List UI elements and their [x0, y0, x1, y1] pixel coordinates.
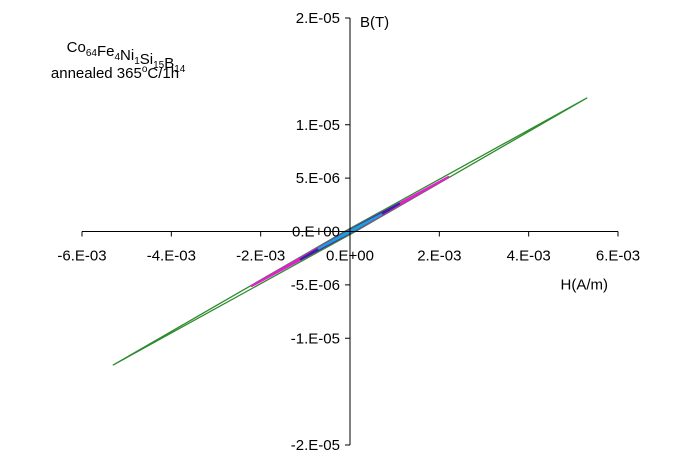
anneal-prefix: annealed 365	[51, 65, 142, 82]
formula-element-2: Ni	[120, 47, 134, 64]
x-tick-label-2: -2.E-03	[236, 248, 285, 265]
x-tick-label-6: 6.E-03	[596, 248, 640, 265]
x-axis-title: H(A/m)	[561, 277, 609, 294]
y-tick-label-2: 5.E-06	[296, 170, 340, 187]
x-tick-label-3: 0.E+00	[326, 248, 374, 265]
x-tick-label-5: 4.E-03	[507, 248, 551, 265]
formula-subscript-4: 14	[174, 64, 186, 75]
formula-element-1: Fe	[97, 43, 115, 60]
series-layer	[112, 97, 588, 366]
formula-subscript-0: 64	[86, 48, 98, 59]
y-tick-label-0: 2.E-05	[296, 10, 340, 27]
formula-element-3: Si	[140, 51, 153, 68]
y-axis-title: B(T)	[360, 14, 389, 31]
x-tick-label-1: -4.E-03	[147, 248, 196, 265]
formula-element-0: Co	[67, 39, 86, 56]
anneal-degree: o	[142, 64, 148, 75]
y-tick-label-5: -1.E-05	[291, 330, 340, 347]
x-tick-label-0: -6.E-03	[57, 248, 106, 265]
formula-element-4: B	[164, 55, 174, 72]
anneal-annotation: annealed 365oC/1h	[51, 64, 179, 82]
x-tick-label-4: 2.E-03	[417, 248, 461, 265]
y-tick-label-4: -5.E-06	[291, 277, 340, 294]
y-tick-label-1: 1.E-05	[296, 117, 340, 134]
formula-annotation: Co64Fe4Ni1Si15B14	[67, 39, 186, 75]
y-tick-label-3: 0.E+00	[292, 224, 340, 241]
labels-layer: -6.E-03 -4.E-03 -2.E-03 0.E+00 2.E-03 4.E-03 6…	[51, 10, 640, 454]
formula-subscript-1: 4	[114, 52, 120, 63]
axes-layer	[81, 17, 619, 446]
series-3-loop	[317, 213, 383, 250]
anneal-suffix: C/1h	[147, 65, 179, 82]
formula-subscript-2: 1	[134, 56, 140, 67]
formula-subscript-3: 15	[153, 60, 165, 71]
y-tick-label-6: -2.E-05	[291, 437, 340, 454]
